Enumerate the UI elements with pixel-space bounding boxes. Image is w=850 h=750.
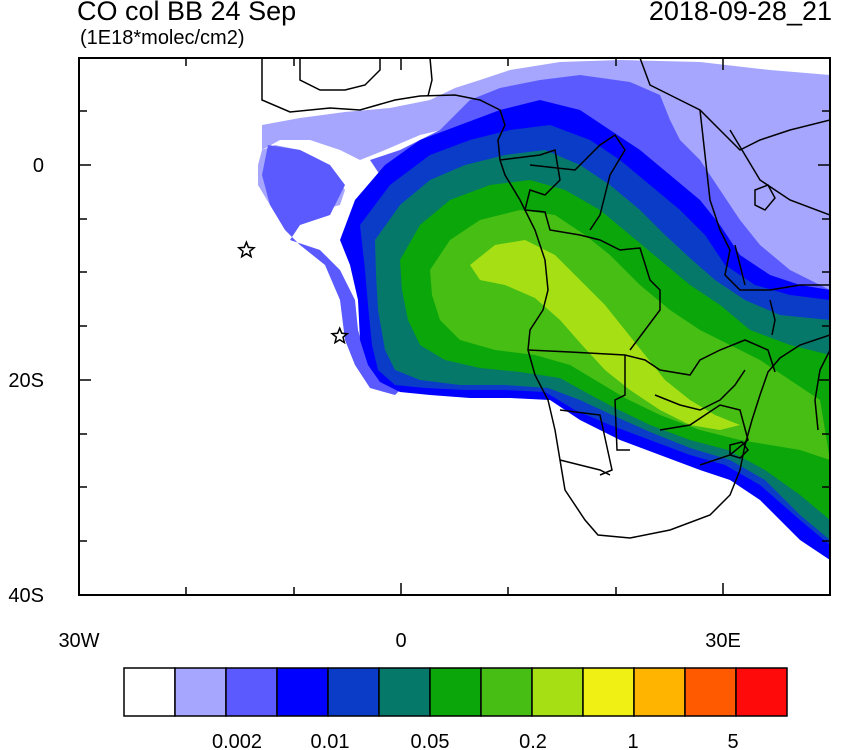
colorbar-swatch: [531, 667, 584, 717]
border-west-africa-2: [427, 58, 433, 97]
border-east-2: [699, 109, 830, 291]
lesotho-border: [729, 441, 749, 459]
border-east-3: [729, 129, 830, 216]
colorbar-swatch: [378, 667, 431, 717]
border-east-1: [639, 58, 830, 151]
x-tick-label: 30E: [705, 630, 741, 652]
madagascar-coast: [814, 349, 830, 431]
colorbar-swatch: [480, 667, 533, 717]
border-southern-3: [654, 369, 746, 411]
colorbar-labels: 0.002 0.01 0.05 0.2 1 5: [212, 731, 739, 750]
contour-lime: [470, 240, 740, 430]
border-south-africa-west: [559, 459, 611, 476]
x-tick-label: 30W: [58, 630, 99, 652]
map-title: CO col BB 24 Sep: [77, 0, 297, 26]
lake-victoria: [754, 184, 776, 211]
border-central-2: [529, 133, 626, 231]
colorbar-swatch: [684, 667, 737, 717]
border-central-1: [499, 149, 661, 351]
tick-marks: [78, 58, 830, 595]
units-label: (1E18*molec/cm2): [80, 27, 245, 49]
x-tick-label: 0: [395, 630, 406, 652]
colorbar: [123, 667, 788, 717]
colorbar-swatch: [735, 667, 788, 717]
colorbar-label: 0.002: [212, 731, 262, 750]
y-tick-label: 20S: [8, 370, 44, 392]
border-southern-1: [527, 339, 776, 376]
co-concentration-field: [258, 60, 830, 560]
station-markers: [236, 240, 350, 345]
colorbar-label: 1: [627, 731, 638, 750]
station-star-marker: [236, 240, 256, 259]
contour-light-blue: [262, 60, 830, 335]
colorbar-swatch: [633, 667, 686, 717]
station-star-marker: [330, 326, 350, 345]
colorbar-swatch: [174, 667, 227, 717]
coastline-borders: [261, 58, 830, 539]
colorbar-swatch: [225, 667, 278, 717]
timestamp-label: 2018-09-28_21: [648, 0, 832, 26]
colorbar-label: 5: [727, 731, 738, 750]
colorbar-swatch: [123, 667, 176, 717]
colorbar-swatch: [276, 667, 329, 717]
colorbar-swatch: [429, 667, 482, 717]
y-tick-label: 40S: [8, 585, 44, 607]
lake-malawi: [769, 299, 776, 336]
lake-tanganyika: [734, 244, 746, 286]
colorbar-label: 0.05: [411, 731, 450, 750]
colorbar-swatch: [327, 667, 380, 717]
border-west-africa-1: [299, 58, 381, 91]
africa-coastline: [261, 58, 830, 539]
colorbar-label: 0.01: [311, 731, 350, 750]
colorbar-swatch: [582, 667, 635, 717]
border-southern-2: [614, 355, 630, 451]
y-tick-label: 0: [33, 155, 44, 177]
colorbar-label: 0.2: [519, 731, 547, 750]
